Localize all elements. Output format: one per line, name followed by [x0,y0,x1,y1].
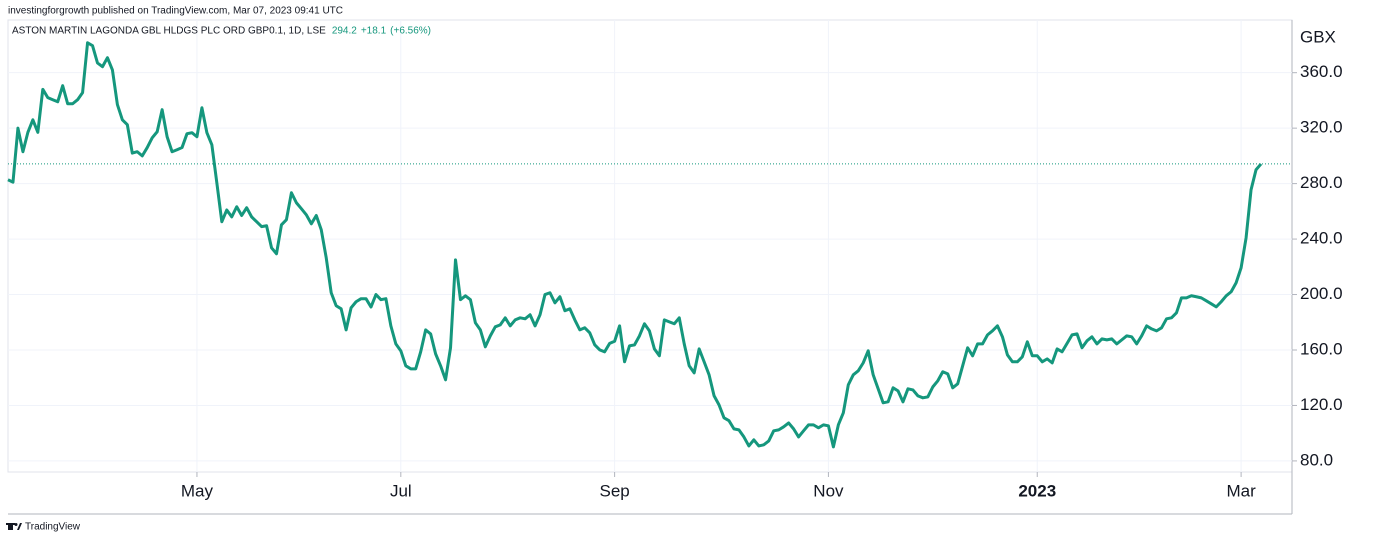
y-axis-label: GBX [1300,27,1336,46]
y-tick-label: 200.0 [1300,284,1343,303]
legend-symbol: ASTON MARTIN LAGONDA GBL HLDGS PLC ORD G… [12,26,326,37]
y-tick-label: 120.0 [1300,395,1343,414]
legend-change-pct: (+6.56%) [390,26,431,37]
y-tick-label: 240.0 [1300,229,1343,248]
x-tick-label: Mar [1226,481,1256,500]
publisher-header: investingforgrowth published on TradingV… [8,6,343,17]
legend-price: 294.2 [332,26,357,37]
grid [8,20,1292,472]
x-tick-label: Jul [390,481,412,500]
y-tick-label: 360.0 [1300,62,1343,81]
x-tick-label: Sep [599,481,629,500]
x-tick-label: 2023 [1018,481,1056,500]
y-tick-label: 160.0 [1300,339,1343,358]
marks [7,41,1292,449]
price-line [7,41,1263,449]
plot-frame [7,19,1293,473]
x-tick-label: May [181,481,214,500]
footer-brand: TradingView [25,522,81,533]
y-tick-label: 320.0 [1300,118,1343,137]
x-tick-label: Nov [813,481,844,500]
y-tick-label: 280.0 [1300,173,1343,192]
y-tick-label: 80.0 [1300,450,1333,469]
tradingview-logo [6,523,22,530]
legend-change: +18.1 [361,26,387,37]
